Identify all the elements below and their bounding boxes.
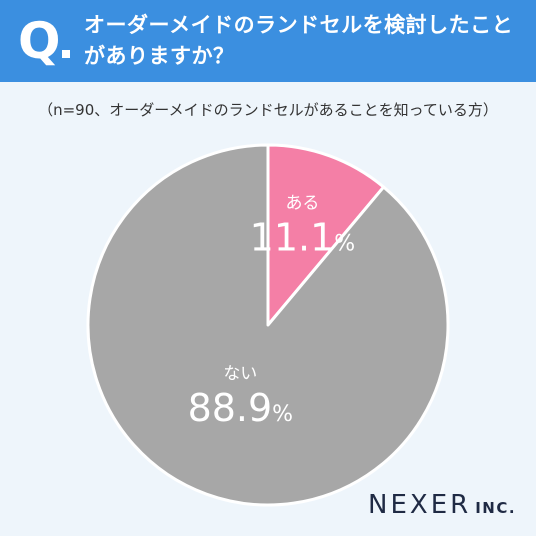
q-dot: [62, 50, 70, 58]
header-banner: Q オーダーメイドのランドセルを検討したこと がありますか？: [0, 0, 536, 82]
slice-label-name: ある: [285, 193, 319, 213]
pie-slices: [86, 143, 450, 507]
question-text: オーダーメイドのランドセルを検討したこと がありますか？: [84, 10, 524, 72]
question-line-2: がありますか？: [84, 44, 235, 68]
brand-logo: NEXER INC.: [368, 490, 528, 520]
slice-label-name: ない: [223, 364, 257, 384]
q-mark: Q: [18, 12, 61, 70]
brand-suffix: INC.: [475, 499, 517, 517]
sample-note: （n=90、オーダーメイドのランドセルがあることを知っている方）: [38, 101, 498, 119]
question-line-1: オーダーメイドのランドセルを検討したこと: [84, 13, 514, 37]
brand-name: NEXER: [368, 490, 472, 520]
pie-slice-0: [266, 143, 386, 327]
slice-label-value: 11.1%: [250, 215, 356, 259]
slice-label-value: 88.9%: [188, 386, 294, 430]
pie-slice-1: [86, 143, 450, 507]
